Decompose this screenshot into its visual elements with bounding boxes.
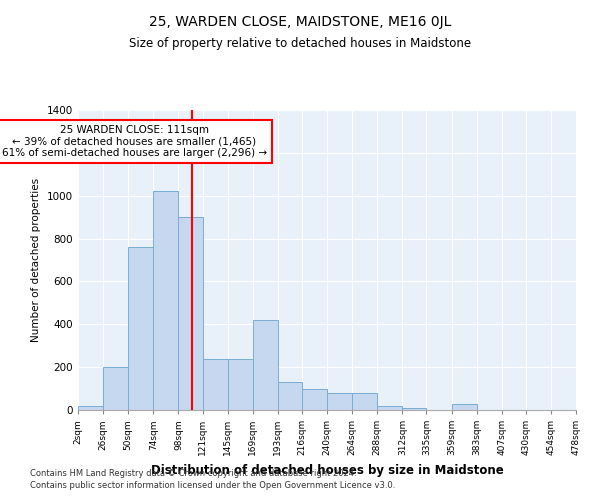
Bar (203, 358, 227, 410)
Bar (452, 404, 476, 410)
Bar (403, 408, 427, 410)
Bar (302, 388, 327, 410)
Bar (154, 192, 178, 410)
Bar (128, 247, 154, 410)
Bar (278, 382, 302, 410)
Text: Size of property relative to detached houses in Maidstone: Size of property relative to detached ho… (129, 38, 471, 51)
Text: Contains HM Land Registry data © Crown copyright and database right 2024.: Contains HM Land Registry data © Crown c… (30, 468, 356, 477)
Bar (253, 320, 278, 410)
Bar (352, 393, 377, 410)
Bar (377, 406, 403, 410)
Bar (178, 217, 203, 410)
Y-axis label: Number of detached properties: Number of detached properties (31, 178, 41, 342)
Text: 25, WARDEN CLOSE, MAIDSTONE, ME16 0JL: 25, WARDEN CLOSE, MAIDSTONE, ME16 0JL (149, 15, 451, 29)
Bar (103, 367, 128, 410)
Bar (78, 406, 103, 410)
Bar (327, 393, 352, 410)
X-axis label: Distribution of detached houses by size in Maidstone: Distribution of detached houses by size … (151, 464, 503, 476)
Bar (227, 358, 253, 410)
Text: Contains public sector information licensed under the Open Government Licence v3: Contains public sector information licen… (30, 481, 395, 490)
Text: 25 WARDEN CLOSE: 111sqm
← 39% of detached houses are smaller (1,465)
61% of semi: 25 WARDEN CLOSE: 111sqm ← 39% of detache… (2, 125, 267, 158)
